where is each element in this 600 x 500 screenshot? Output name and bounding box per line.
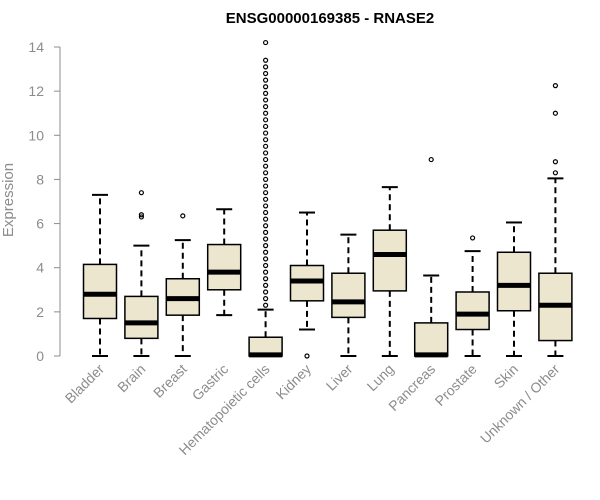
outlier-point <box>263 110 269 116</box>
box-group <box>413 156 449 358</box>
iqr-box <box>206 243 242 291</box>
iqr-box <box>331 272 366 319</box>
outlier-point <box>263 289 269 295</box>
outlier-point <box>263 176 269 183</box>
outlier-point <box>263 216 269 222</box>
iqr-box <box>455 291 490 331</box>
y-tick-label: 8 <box>36 171 44 187</box>
iqr-box <box>496 251 532 312</box>
y-tick-label: 6 <box>36 216 44 232</box>
x-tick-label: Liver <box>323 361 356 394</box>
outlier-point <box>263 196 269 202</box>
chart-title: ENSG00000169385 - RNASE2 <box>226 10 434 27</box>
outlier-point <box>552 83 559 89</box>
outlier-point <box>263 123 269 130</box>
outlier-point <box>263 77 269 83</box>
outlier-point <box>263 130 269 136</box>
iqr-box <box>372 229 408 292</box>
outlier-point <box>263 229 269 235</box>
iqr-box <box>82 263 118 320</box>
y-tick-label: 10 <box>28 127 44 143</box>
outlier-point <box>428 156 434 163</box>
outlier-point <box>263 57 269 63</box>
x-tick-label: Breast <box>150 361 190 401</box>
x-tick-label: Lung <box>364 361 397 394</box>
outlier-point <box>138 212 144 218</box>
outlier-point <box>263 170 269 176</box>
y-tick-label: 0 <box>36 348 44 364</box>
x-tick-label: Kidney <box>273 361 315 403</box>
box-group <box>289 211 325 359</box>
x-tick-label: Bladder <box>62 361 108 407</box>
box-group <box>372 186 408 357</box>
outlier-point <box>263 256 269 262</box>
y-axis-label: Expression <box>0 163 17 237</box>
outlier-point <box>263 243 269 249</box>
outlier-point <box>263 137 269 143</box>
y-tick-label: 4 <box>36 260 44 276</box>
box-group <box>82 193 118 357</box>
outlier-point <box>263 236 269 242</box>
outlier-point <box>263 90 269 96</box>
outlier-point <box>263 150 269 156</box>
outlier-point <box>180 213 186 219</box>
outlier-point <box>263 117 269 123</box>
outlier-point <box>470 235 476 241</box>
outlier-point <box>263 203 269 209</box>
iqr-box <box>413 322 449 357</box>
outlier-point <box>263 269 269 275</box>
outlier-point <box>263 143 269 149</box>
outlier-point <box>263 209 269 216</box>
outlier-point <box>263 156 269 163</box>
outlier-point <box>263 262 269 269</box>
outlier-point <box>552 110 559 116</box>
outlier-point <box>263 302 269 308</box>
outlier-point <box>552 170 559 176</box>
box-group <box>331 233 366 357</box>
x-tick-label: Brain <box>114 361 148 395</box>
outlier-point <box>263 84 269 90</box>
outlier-point <box>263 70 269 77</box>
outlier-point <box>138 190 144 196</box>
x-tick-label: Skin <box>491 361 522 392</box>
outlier-point <box>263 183 269 189</box>
outlier-point <box>263 249 269 255</box>
outlier-point <box>304 353 310 359</box>
x-tick-label: Prostate <box>432 361 480 409</box>
outlier-point <box>263 190 269 196</box>
x-tick-label: Unknown / Other <box>477 361 563 447</box>
y-tick-label: 14 <box>28 39 44 55</box>
box-group <box>165 213 201 357</box>
outlier-point <box>263 97 269 103</box>
box-group <box>248 39 283 358</box>
outlier-point <box>263 282 269 288</box>
iqr-box <box>124 295 159 340</box>
box-group <box>496 221 532 357</box>
y-ticks: 0 2 4 6 8 10 12 14 <box>28 39 60 364</box>
outlier-point <box>263 39 269 46</box>
outlier-point <box>552 159 559 165</box>
box-group <box>455 235 490 357</box>
outlier-point <box>263 163 269 169</box>
y-tick-label: 12 <box>28 83 44 99</box>
outlier-point <box>263 64 269 70</box>
outlier-point <box>263 296 269 302</box>
y-tick-label: 2 <box>36 304 44 320</box>
box-group <box>206 208 242 317</box>
outlier-point <box>263 276 269 282</box>
plot-area <box>82 39 573 359</box>
outlier-point <box>263 223 269 229</box>
box-group <box>538 83 573 357</box>
outlier-point <box>263 103 269 110</box>
box-group <box>124 190 159 357</box>
outlier-point <box>138 214 144 220</box>
